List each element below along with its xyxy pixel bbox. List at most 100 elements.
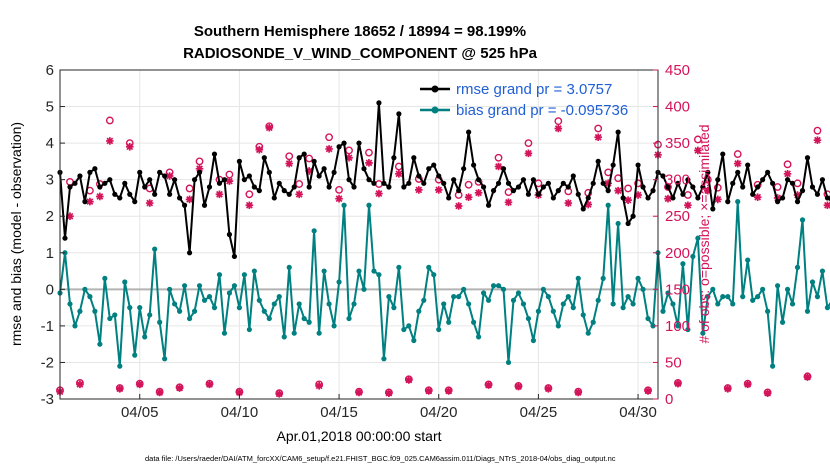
- bias-point: [560, 301, 566, 307]
- rmse-point: [750, 191, 756, 197]
- rmse-point: [705, 169, 711, 175]
- obs-possible-point: [444, 386, 453, 395]
- rmse-point: [515, 184, 522, 190]
- obs-assimilated-point: [335, 194, 343, 203]
- rmse-point: [341, 140, 347, 146]
- bias-point: [137, 305, 143, 311]
- bias-point: [600, 275, 606, 281]
- rmse-point: [456, 188, 462, 194]
- rmse-point: [510, 188, 517, 194]
- obs-possible-point: [544, 384, 553, 392]
- obs-assimilated-point: [345, 153, 353, 162]
- bias-point: [814, 294, 821, 300]
- bias-point: [595, 297, 601, 303]
- bias-point: [152, 246, 158, 252]
- rmse-point: [376, 100, 382, 106]
- obs-possible-point: [76, 379, 84, 387]
- rmse-point: [147, 177, 153, 183]
- obs-assimilated-point: [424, 387, 433, 395]
- rmse-point: [62, 235, 68, 241]
- bias-point: [476, 334, 482, 340]
- obs-assimilated-point: [614, 186, 622, 195]
- bias-point: [341, 202, 347, 208]
- x-tick-labels: 04/05 04/10 04/15 04/20 04/25 04/30: [121, 404, 657, 421]
- obs-possible-point: [723, 384, 732, 392]
- bias-point: [316, 330, 322, 336]
- obs-possible-point: [185, 184, 194, 193]
- obs-possible-point: [195, 157, 204, 166]
- obs-possible-point: [464, 180, 473, 189]
- bias-point: [490, 283, 497, 289]
- rmse-point: [311, 158, 317, 164]
- obs-assimilated-point: [783, 170, 792, 178]
- rmse-point: [381, 180, 387, 186]
- y-right-tick-label: 350: [665, 135, 690, 152]
- obs-possible-point: [125, 139, 134, 148]
- obs-possible-point: [674, 379, 682, 387]
- y-left-tick-label: -3: [41, 391, 54, 408]
- bias-point: [446, 319, 452, 325]
- rmse-point: [446, 195, 452, 201]
- obs-assimilated-point: [644, 387, 652, 395]
- bias-point: [585, 330, 591, 336]
- bias-point: [102, 275, 108, 281]
- bias-point: [580, 312, 586, 318]
- bias-point: [391, 305, 397, 311]
- rmse-point: [196, 169, 203, 175]
- rmse-point: [819, 177, 826, 183]
- obs-assimilated-point: [594, 133, 602, 142]
- legend-rmse-marker: [431, 85, 439, 93]
- rmse-point: [620, 195, 626, 201]
- bias-point: [112, 312, 118, 318]
- bias-point: [122, 279, 128, 285]
- bias-point: [186, 315, 193, 322]
- y-left-tick-label: 0: [46, 281, 54, 298]
- obs-assimilated-point: [96, 192, 104, 201]
- x-tick-label: 04/30: [619, 404, 657, 421]
- bias-point: [515, 290, 522, 296]
- obs-possible-point: [335, 186, 343, 194]
- rmse-point: [177, 195, 183, 201]
- obs-possible-point: [205, 379, 214, 388]
- obs-possible-point: [763, 388, 772, 397]
- bias-point: [725, 294, 731, 300]
- bias-point: [291, 330, 297, 336]
- rmse-point: [92, 166, 98, 172]
- bias-point: [625, 294, 631, 300]
- obs-assimilated-point: [694, 146, 702, 155]
- bias-point: [351, 301, 357, 307]
- rmse-point: [306, 184, 312, 190]
- rmse-point: [779, 195, 786, 201]
- rmse-point: [565, 184, 571, 190]
- bias-point: [107, 315, 113, 322]
- bias-point: [760, 286, 766, 292]
- rmse-point: [112, 191, 118, 197]
- rmse-point: [580, 206, 586, 212]
- rmse-point: [181, 202, 188, 208]
- rmse-point: [246, 173, 252, 179]
- rmse-point: [500, 166, 507, 172]
- rmse-point: [117, 195, 123, 201]
- bias-point: [720, 294, 726, 300]
- bias-point: [147, 312, 153, 318]
- obs-assimilated-point: [714, 195, 722, 204]
- rmse-point: [186, 250, 193, 256]
- rmse-point: [685, 177, 691, 183]
- bias-point: [266, 315, 272, 322]
- bias-point: [590, 319, 596, 325]
- bias-point: [500, 286, 507, 292]
- obs-assimilated-point: [365, 159, 373, 167]
- bias-point: [520, 301, 527, 307]
- y-right-tick-label: 150: [665, 281, 690, 298]
- y-right-tick-label: 400: [665, 99, 690, 116]
- obs-assimilated-point: [155, 388, 164, 397]
- y-left-tick-label: 1: [46, 245, 54, 262]
- y-right-tick-labels: 0 50 100 150 200 250 300 350 400 450: [665, 62, 690, 408]
- obs-assimilated-point: [395, 170, 403, 178]
- bias-point: [356, 268, 362, 274]
- obs-assimilated-point: [664, 194, 672, 203]
- bias-point: [660, 308, 666, 314]
- rmse-point: [799, 188, 806, 194]
- rmse-point: [441, 180, 447, 186]
- obs-assimilated-point: [763, 389, 772, 397]
